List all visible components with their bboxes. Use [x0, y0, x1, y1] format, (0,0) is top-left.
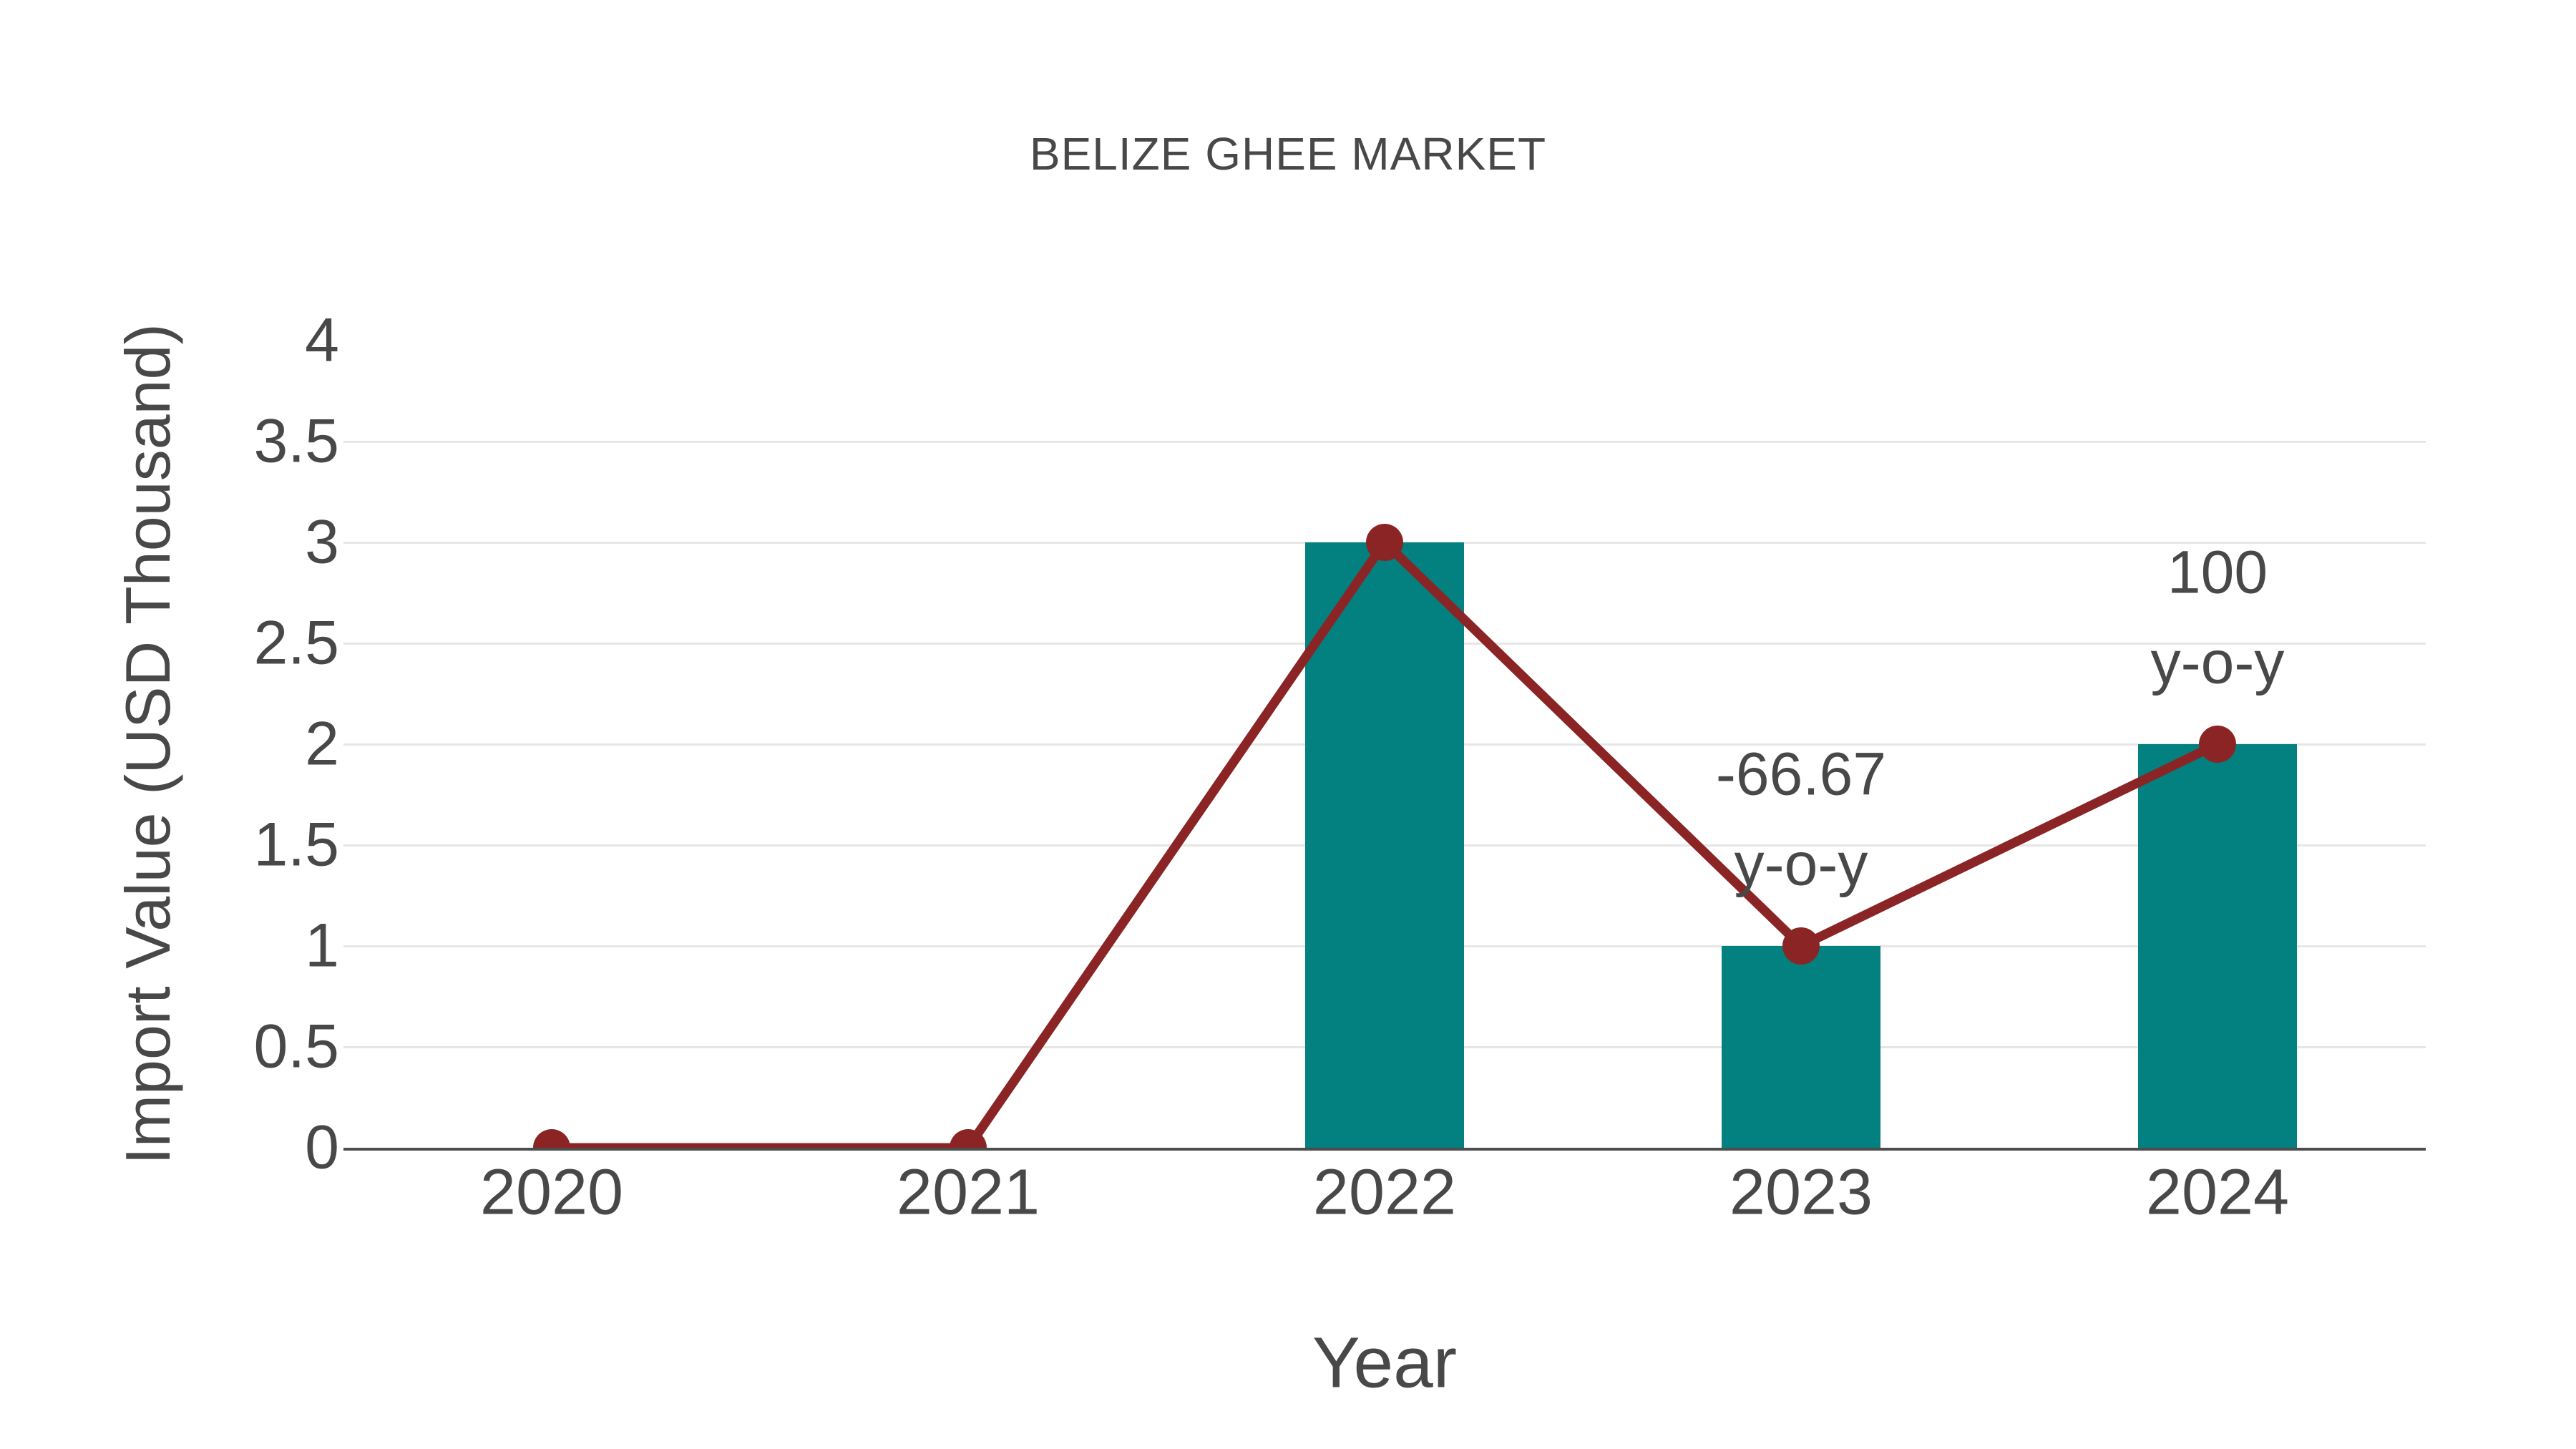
line-marker-2021 [950, 1129, 987, 1148]
line-marker-2023 [1782, 927, 1820, 965]
x-tick-label-2022: 2022 [1312, 1156, 1457, 1229]
y-tick-label-1.5: 1.5 [253, 810, 339, 879]
y-tick-label-2: 2 [305, 709, 339, 779]
gridline-y-3.5 [343, 441, 2426, 443]
x-axis-title: Year [1312, 1322, 1458, 1403]
x-tick-label-2020: 2020 [479, 1156, 624, 1229]
y-tick-label-0.5: 0.5 [253, 1012, 339, 1081]
line-marker-2020 [533, 1129, 570, 1148]
y-tick-label-0: 0 [305, 1113, 339, 1182]
plot-area [343, 308, 2426, 1148]
y-tick-label-3: 3 [305, 507, 339, 577]
y-tick-label-1: 1 [305, 911, 339, 980]
y-tick-label-4: 4 [305, 306, 339, 375]
y-tick-label-2.5: 2.5 [253, 608, 339, 678]
line-marker-2024 [2199, 726, 2236, 763]
bar-2022 [1305, 542, 1464, 1148]
line-series [552, 537, 2220, 1148]
line-marker-2022 [1366, 524, 1403, 561]
x-tick-label-2024: 2024 [2145, 1156, 2290, 1229]
chart-title: BELIZE GHEE MARKET [1029, 128, 1547, 180]
annotation-2023-line1: -66.67 [1715, 740, 1887, 808]
y-tick-label-3.5: 3.5 [253, 406, 339, 476]
x-tick-label-2021: 2021 [896, 1156, 1040, 1229]
annotation-2023-line2: y-o-y [1734, 830, 1868, 898]
bar-2024 [2138, 744, 2297, 1148]
x-axis-baseline [343, 1148, 2426, 1151]
line-series-layer [533, 524, 2236, 1148]
bar-2023 [1722, 946, 1880, 1148]
x-tick-label-2023: 2023 [1729, 1156, 1873, 1229]
annotation-2024-line1: 100 [2167, 538, 2268, 606]
annotation-2024-line2: y-o-y [2150, 628, 2285, 696]
